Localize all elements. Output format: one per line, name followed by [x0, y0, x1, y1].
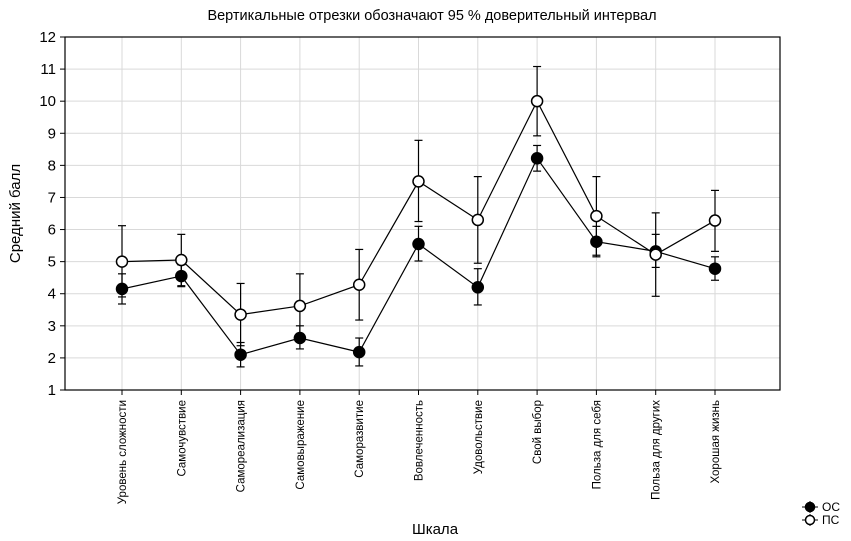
- x-tick-label: Свой выбор: [532, 400, 544, 464]
- x-tick-label: Хорошая жизнь: [710, 400, 722, 484]
- series-2-markers: [115, 94, 722, 321]
- data-point: [352, 278, 366, 291]
- data-point: [471, 281, 485, 294]
- data-point: [175, 269, 188, 283]
- x-tick-label: Польза для других: [651, 400, 663, 500]
- data-point: [530, 94, 544, 108]
- data-point: [175, 253, 188, 267]
- x-tick-label: Самочувствие: [176, 400, 188, 477]
- x-tick-label: Уровень сложности: [117, 400, 129, 504]
- data-point: [115, 282, 129, 296]
- y-tick-label: 5: [48, 254, 56, 271]
- chart-title: Вертикальные отрезки обозначают 95 % дов…: [207, 8, 656, 24]
- y-axis-title: Средний балл: [7, 164, 24, 263]
- legend-label: ПС: [822, 513, 840, 527]
- plot-frame: [64, 36, 781, 391]
- data-point: [234, 308, 247, 321]
- data-point: [590, 235, 603, 248]
- y-tick-label: 2: [48, 350, 56, 367]
- series-layer: [115, 65, 722, 368]
- data-point: [590, 209, 603, 223]
- legend-marker: [804, 501, 816, 513]
- grid: [65, 36, 780, 391]
- y-tick-label: 6: [48, 222, 56, 239]
- y-tick-label: 9: [48, 125, 56, 142]
- data-point: [708, 214, 722, 227]
- data-point: [412, 175, 425, 188]
- data-point: [708, 262, 722, 275]
- x-tick-label: Саморазвитие: [354, 400, 366, 478]
- x-tick-label: Самовыражение: [295, 400, 307, 490]
- y-tick-label: 1: [48, 382, 56, 399]
- x-tick-label: Польза для себя: [591, 400, 603, 489]
- y-tick-label: 10: [39, 93, 56, 110]
- x-tick-label: Самореализация: [236, 400, 248, 492]
- y-tick-label: 8: [48, 157, 56, 174]
- data-point: [649, 248, 662, 261]
- y-tick-label: 12: [39, 29, 56, 46]
- x-axis-ticks: Уровень сложности Самочувствие Самореализа…: [117, 390, 722, 504]
- data-point: [293, 331, 307, 345]
- data-point: [352, 345, 366, 359]
- data-point: [412, 237, 425, 251]
- data-point: [115, 255, 129, 268]
- legend-marker: [804, 514, 816, 526]
- y-tick-label: 7: [48, 189, 56, 206]
- data-point: [471, 213, 485, 227]
- data-point: [234, 348, 247, 361]
- x-axis-title: Шкала: [412, 521, 459, 538]
- x-tick-label: Удовольствие: [473, 400, 485, 474]
- data-point: [293, 299, 307, 313]
- y-tick-label: 11: [40, 61, 56, 78]
- x-tick-label: Вовлеченность: [414, 400, 426, 481]
- data-point: [530, 152, 544, 165]
- y-tick-label: 4: [48, 286, 56, 303]
- legend-label: ОС: [822, 500, 840, 514]
- y-tick-label: 3: [48, 318, 56, 335]
